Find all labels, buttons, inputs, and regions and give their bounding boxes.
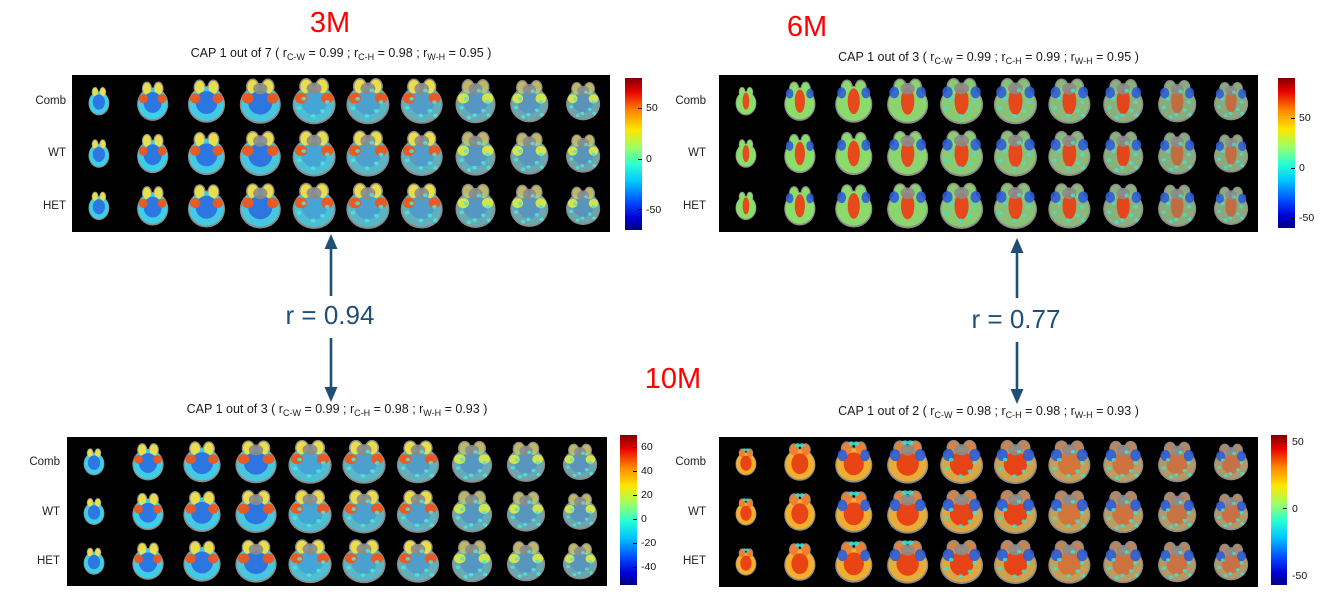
title-text: = 0.98 ; r bbox=[374, 46, 428, 60]
colorbar-tick-label: -50 bbox=[646, 203, 662, 216]
arrow-down-icon bbox=[1010, 342, 1024, 404]
row-label-wt: WT bbox=[48, 147, 66, 159]
colorbar: 50 0 -50 bbox=[1271, 435, 1307, 585]
colorbar-tick-label: 50 bbox=[1292, 435, 1304, 448]
title-text: = 0.95 ) bbox=[1092, 50, 1139, 64]
panel-title-6m: CAP 1 out of 3 ( rC-W = 0.99 ; rC-H = 0.… bbox=[719, 50, 1258, 66]
title-text: CAP 1 out of 2 ( r bbox=[838, 404, 935, 418]
subscript-ch: C-H bbox=[354, 408, 371, 418]
subscript-ch: C-H bbox=[1005, 56, 1022, 66]
brain-slices-canvas bbox=[88, 78, 601, 229]
title-text: CAP 1 out of 3 ( r bbox=[186, 402, 283, 416]
brain-slices-canvas bbox=[735, 439, 1249, 585]
colorbar-tick-label: 50 bbox=[1299, 112, 1311, 124]
colorbar-tick-mark bbox=[1291, 167, 1295, 169]
title-text: CAP 1 out of 7 ( r bbox=[190, 46, 287, 60]
colorbar-tick-mark bbox=[633, 542, 637, 544]
age-label-10m: 10M bbox=[644, 363, 702, 395]
colorbar-tick-mark bbox=[638, 158, 642, 160]
title-text: = 0.98 ; r bbox=[952, 404, 1006, 418]
row-label-het: HET bbox=[683, 555, 706, 567]
colorbar-tick-mark bbox=[633, 470, 637, 472]
title-text: CAP 1 out of 3 ( r bbox=[838, 50, 935, 64]
title-text: = 0.99 ; r bbox=[304, 46, 359, 60]
brain-montage-6m bbox=[719, 75, 1258, 232]
colorbar-tick-mark bbox=[638, 107, 642, 109]
title-text: = 0.98 ; r bbox=[1021, 404, 1075, 418]
colorbar-tick-mark bbox=[1291, 117, 1295, 119]
arrow-down-icon bbox=[324, 338, 338, 402]
row-label-wt: WT bbox=[688, 147, 706, 159]
brain-montage-10m-left bbox=[67, 437, 607, 586]
subscript-cw: C-W bbox=[934, 410, 953, 420]
colorbar-tick-label: -50 bbox=[1292, 569, 1308, 582]
colorbar-tick-label: -50 bbox=[1299, 212, 1315, 224]
arrow-up-icon bbox=[1010, 238, 1024, 298]
panel-title-3m: CAP 1 out of 7 ( rC-W = 0.99 ; rC-H = 0.… bbox=[72, 46, 610, 62]
row-label-comb: Comb bbox=[675, 456, 706, 468]
colorbar-tick-label: 0 bbox=[641, 513, 647, 525]
colorbar-tick-label: 0 bbox=[1292, 502, 1298, 515]
colorbar-tick-label: 40 bbox=[641, 465, 653, 477]
age-label-3m: 3M bbox=[309, 7, 351, 39]
title-text: = 0.99 ; r bbox=[1021, 50, 1075, 64]
row-label-wt: WT bbox=[42, 506, 60, 518]
brain-slices-canvas bbox=[735, 78, 1249, 229]
colorbar-tick-label: 0 bbox=[646, 153, 652, 166]
colorbar-tick-label: 0 bbox=[1299, 162, 1305, 174]
colorbar: 60 40 20 0 -20 -40 bbox=[620, 435, 656, 585]
title-text: = 0.98 ; r bbox=[370, 402, 424, 416]
colorbar-tick-label: 50 bbox=[646, 102, 658, 115]
colorbar-tick-mark bbox=[633, 566, 637, 568]
colorbar-tick-mark bbox=[1283, 441, 1287, 443]
row-label-het: HET bbox=[683, 200, 706, 212]
colorbar-tick-mark bbox=[1283, 508, 1287, 510]
colorbar-tick-mark bbox=[1283, 575, 1287, 577]
colorbar-tick-mark bbox=[633, 494, 637, 496]
subscript-ch: C-H bbox=[1005, 410, 1022, 420]
title-text: = 0.99 ; r bbox=[952, 50, 1006, 64]
row-label-comb: Comb bbox=[29, 456, 60, 468]
colorbar: 50 0 -50 bbox=[625, 78, 661, 230]
row-label-wt: WT bbox=[688, 506, 706, 518]
colorbar-tick-mark bbox=[638, 209, 642, 211]
subscript-ch: C-H bbox=[358, 52, 375, 62]
brain-slices-canvas bbox=[83, 439, 598, 584]
arrow-up-icon bbox=[324, 234, 338, 296]
subscript-cw: C-W bbox=[934, 56, 953, 66]
row-label-comb: Comb bbox=[35, 95, 66, 107]
colorbar: 50 0 -50 bbox=[1278, 78, 1314, 228]
subscript-wh: W-H bbox=[423, 408, 442, 418]
colorbar-tick-label: -20 bbox=[641, 537, 657, 549]
brain-montage-3m bbox=[72, 75, 610, 232]
subscript-cw: C-W bbox=[286, 52, 305, 62]
panel-title-10m-left: CAP 1 out of 3 ( rC-W = 0.99 ; rC-H = 0.… bbox=[67, 402, 607, 418]
correlation-label-6m-10m: r = 0.77 bbox=[971, 304, 1061, 334]
colorbar-tick-mark bbox=[633, 518, 637, 520]
row-label-het: HET bbox=[43, 200, 66, 212]
correlation-label-3m-10m: r = 0.94 bbox=[285, 300, 375, 330]
panel-title-10m-right: CAP 1 out of 2 ( rC-W = 0.98 ; rC-H = 0.… bbox=[719, 404, 1258, 420]
title-text: = 0.93 ) bbox=[441, 402, 488, 416]
colorbar-tick-label: 20 bbox=[641, 489, 653, 501]
colorbar-tick-mark bbox=[633, 446, 637, 448]
title-text: = 0.95 ) bbox=[445, 46, 492, 60]
age-label-6m: 6M bbox=[786, 11, 828, 43]
colorbar-tick-mark bbox=[1291, 217, 1295, 219]
brain-montage-10m-right bbox=[719, 437, 1258, 587]
row-label-comb: Comb bbox=[675, 95, 706, 107]
subscript-wh: W-H bbox=[1074, 410, 1093, 420]
subscript-cw: C-W bbox=[282, 408, 301, 418]
subscript-wh: W-H bbox=[427, 52, 446, 62]
colorbar-tick-label: 60 bbox=[641, 441, 653, 453]
subscript-wh: W-H bbox=[1074, 56, 1093, 66]
title-text: = 0.93 ) bbox=[1092, 404, 1139, 418]
colorbar-tick-label: -40 bbox=[641, 561, 657, 573]
row-label-het: HET bbox=[37, 555, 60, 567]
title-text: = 0.99 ; r bbox=[300, 402, 355, 416]
